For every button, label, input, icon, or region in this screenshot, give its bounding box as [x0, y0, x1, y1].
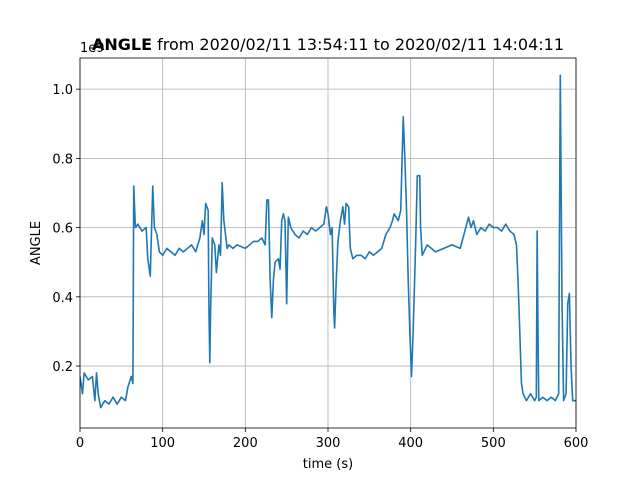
y-axis-label: ANGLE [29, 221, 44, 265]
x-tick-label: 600 [564, 436, 589, 451]
chart-title: ANGLE from 2020/02/11 13:54:11 to 2020/0… [92, 35, 564, 54]
x-tick-label: 300 [316, 436, 341, 451]
title-bold: ANGLE [92, 35, 152, 54]
x-tick-label: 0 [76, 436, 84, 451]
x-tick-label: 500 [481, 436, 506, 451]
y-tick-label: 0.2 [52, 360, 73, 375]
y-tick-label: 0.4 [52, 291, 73, 306]
y-tick-label: 0.8 [52, 152, 73, 167]
axes-frame [79, 57, 577, 429]
x-tick-label: 100 [150, 436, 175, 451]
x-tick-label: 400 [398, 436, 423, 451]
x-axis-label: time (s) [303, 457, 353, 472]
y-tick-label: 1.0 [52, 83, 73, 98]
data-line [80, 74, 576, 409]
y-tick-label: 0.6 [52, 222, 73, 237]
x-tick-label: 200 [233, 436, 258, 451]
y-offset-label: 1e9 [80, 41, 105, 56]
title-rest: from 2020/02/11 13:54:11 to 2020/02/11 1… [157, 35, 564, 54]
